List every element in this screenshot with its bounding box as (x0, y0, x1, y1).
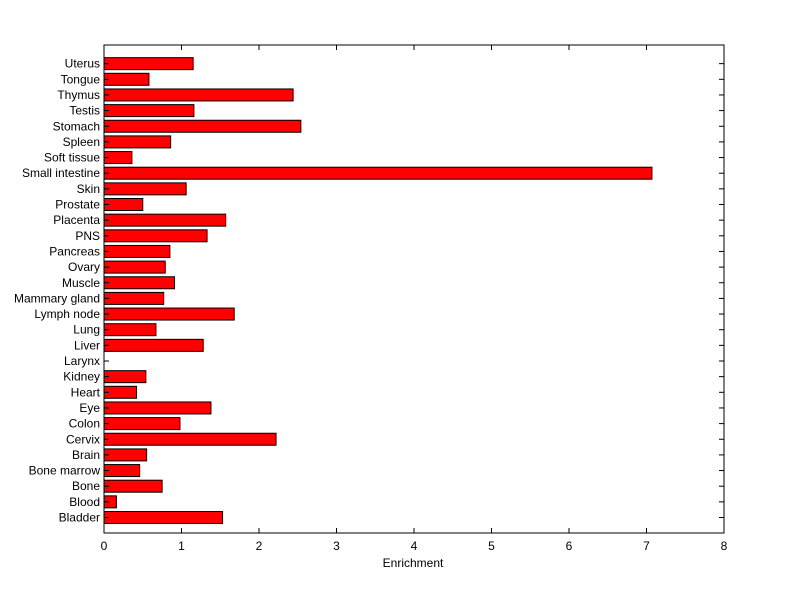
bar-kidney (103, 370, 147, 384)
bar-bone (103, 479, 163, 493)
y-tick-label: Muscle (62, 276, 100, 290)
y-tick-label: Colon (69, 417, 100, 431)
y-tick-label: Stomach (53, 119, 100, 133)
bar-small-intestine (103, 166, 653, 180)
x-tick-label: 0 (101, 539, 108, 553)
x-tick-label: 5 (488, 539, 495, 553)
bar-bone-marrow (103, 464, 141, 478)
x-tick-label: 2 (256, 539, 263, 553)
x-axis-label: Enrichment (383, 556, 444, 570)
y-tick-label: Brain (72, 448, 100, 462)
bar-colon (103, 417, 181, 431)
bar-stomach (103, 119, 302, 133)
bar-lymph-node (103, 307, 235, 321)
bar-ovary (103, 260, 166, 274)
bar-uterus (103, 57, 194, 71)
x-tick-label: 8 (721, 539, 728, 553)
bar-testis (103, 104, 195, 118)
plot-frame (103, 44, 725, 534)
bar-spleen (103, 135, 172, 149)
y-tick-label: Liver (74, 338, 100, 352)
x-tick-label: 1 (178, 539, 185, 553)
y-tick-label: Lymph node (34, 307, 100, 321)
y-tick-label: Larynx (64, 354, 100, 368)
y-tick-label: Tongue (61, 72, 101, 86)
bar-eye (103, 401, 212, 415)
bar-pns (103, 229, 208, 243)
bar-cervix (103, 432, 277, 446)
bar-bladder (103, 511, 224, 524)
x-tick-label: 6 (566, 539, 573, 553)
x-tick-label: 7 (643, 539, 650, 553)
bar-skin (103, 182, 187, 196)
bar-lung (103, 323, 157, 337)
y-tick-label: Bone marrow (29, 464, 101, 478)
bar-mammary-gland (103, 291, 165, 305)
y-tick-label: Heart (71, 385, 101, 399)
y-tick-label: Kidney (63, 370, 100, 384)
x-tick-label: 4 (411, 539, 418, 553)
y-tick-label: Bladder (59, 511, 100, 525)
y-tick-label: Eye (79, 401, 100, 415)
bar-brain (103, 448, 148, 462)
y-tick-label: Testis (69, 104, 100, 118)
bar-placenta (103, 213, 227, 227)
bar-muscle (103, 276, 176, 290)
bar-pancreas (103, 244, 171, 258)
y-tick-label: Skin (77, 182, 100, 196)
y-tick-label: Pancreas (49, 244, 100, 258)
bar-tongue (103, 72, 150, 86)
x-tick-label: 3 (333, 539, 340, 553)
y-tick-label: Cervix (66, 432, 100, 446)
y-tick-label: Soft tissue (44, 151, 100, 165)
y-tick-label: Thymus (57, 88, 100, 102)
y-tick-label: Prostate (55, 198, 100, 212)
y-tick-label: Mammary gland (14, 291, 100, 305)
y-tick-label: Small intestine (22, 166, 100, 180)
y-tick-label: Placenta (53, 213, 100, 227)
y-tick-label: Bone (72, 479, 100, 493)
y-tick-label: PNS (75, 229, 100, 243)
y-tick-label: Ovary (68, 260, 100, 274)
y-tick-label: Blood (69, 495, 100, 509)
y-tick-label: Uterus (65, 57, 100, 71)
plot-background (104, 45, 724, 533)
y-tick-label: Spleen (63, 135, 100, 149)
bar-thymus (103, 88, 294, 102)
y-tick-label: Lung (73, 323, 100, 337)
bar-liver (103, 338, 204, 352)
bar-prostate (103, 198, 144, 211)
